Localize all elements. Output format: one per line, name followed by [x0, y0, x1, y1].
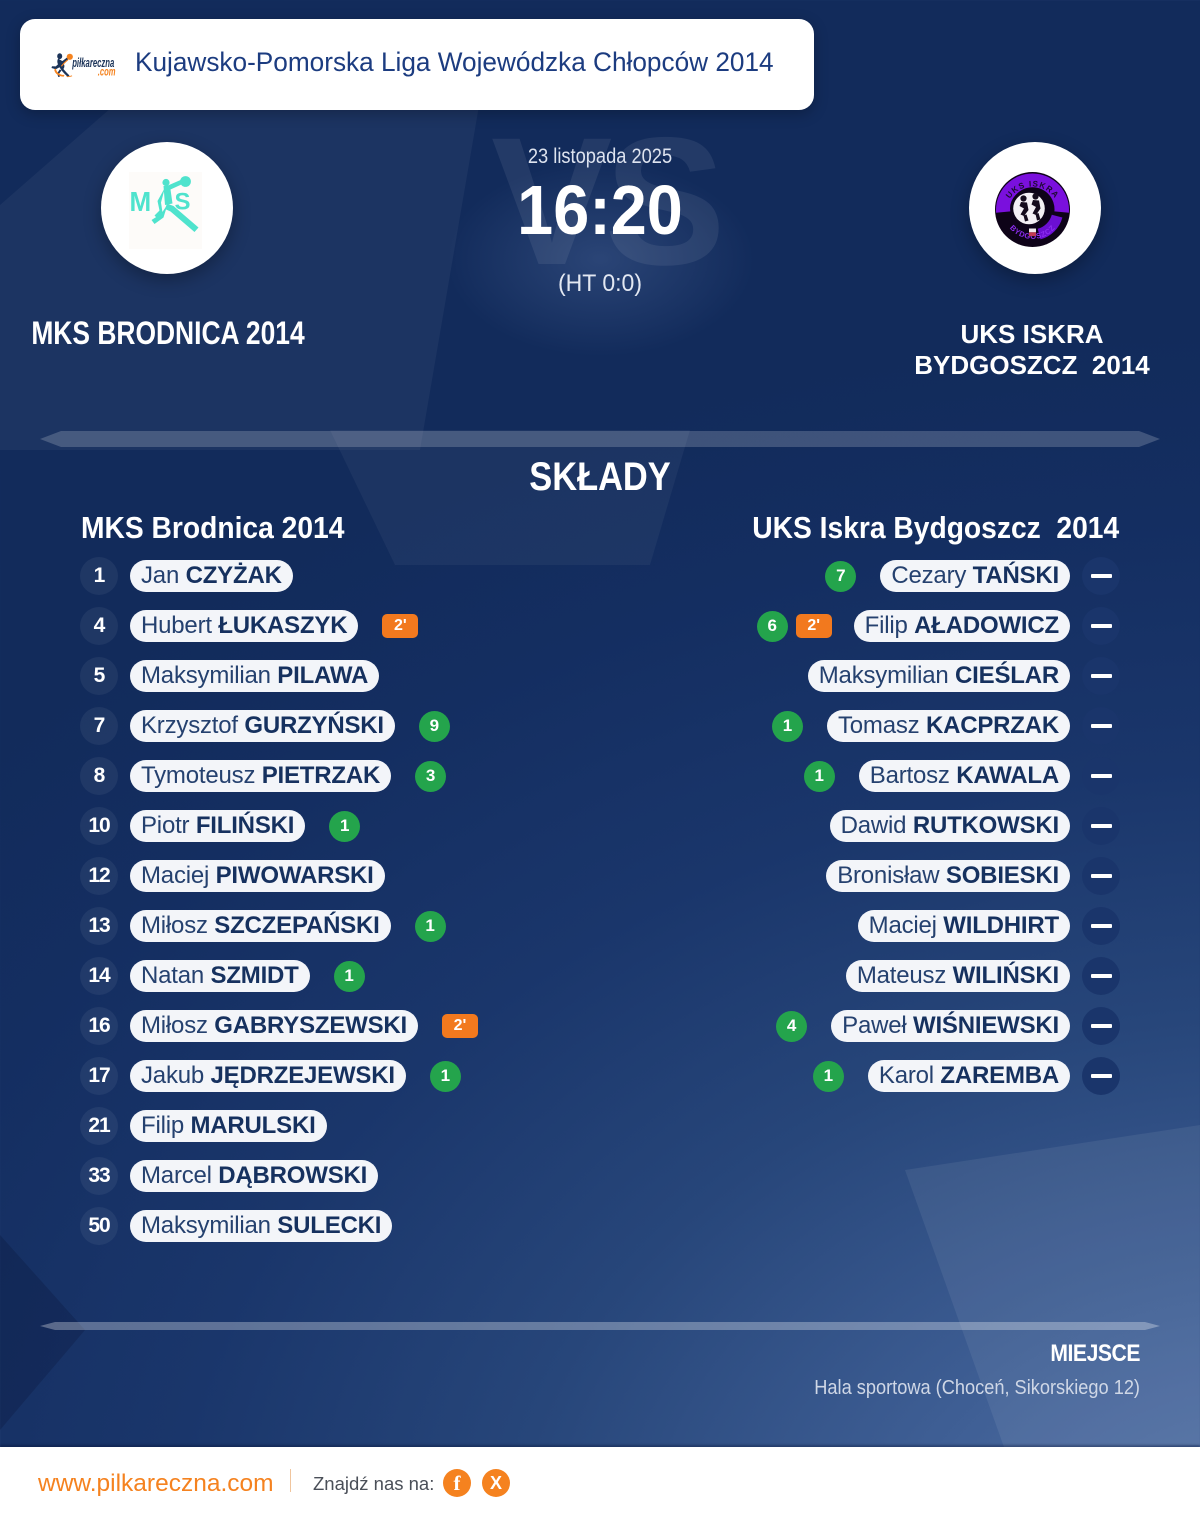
svg-text:piłkareczna: piłkareczna — [71, 58, 114, 71]
svg-text:.com: .com — [98, 66, 116, 79]
svg-text:S: S — [175, 189, 191, 216]
svg-text:M: M — [130, 186, 152, 217]
